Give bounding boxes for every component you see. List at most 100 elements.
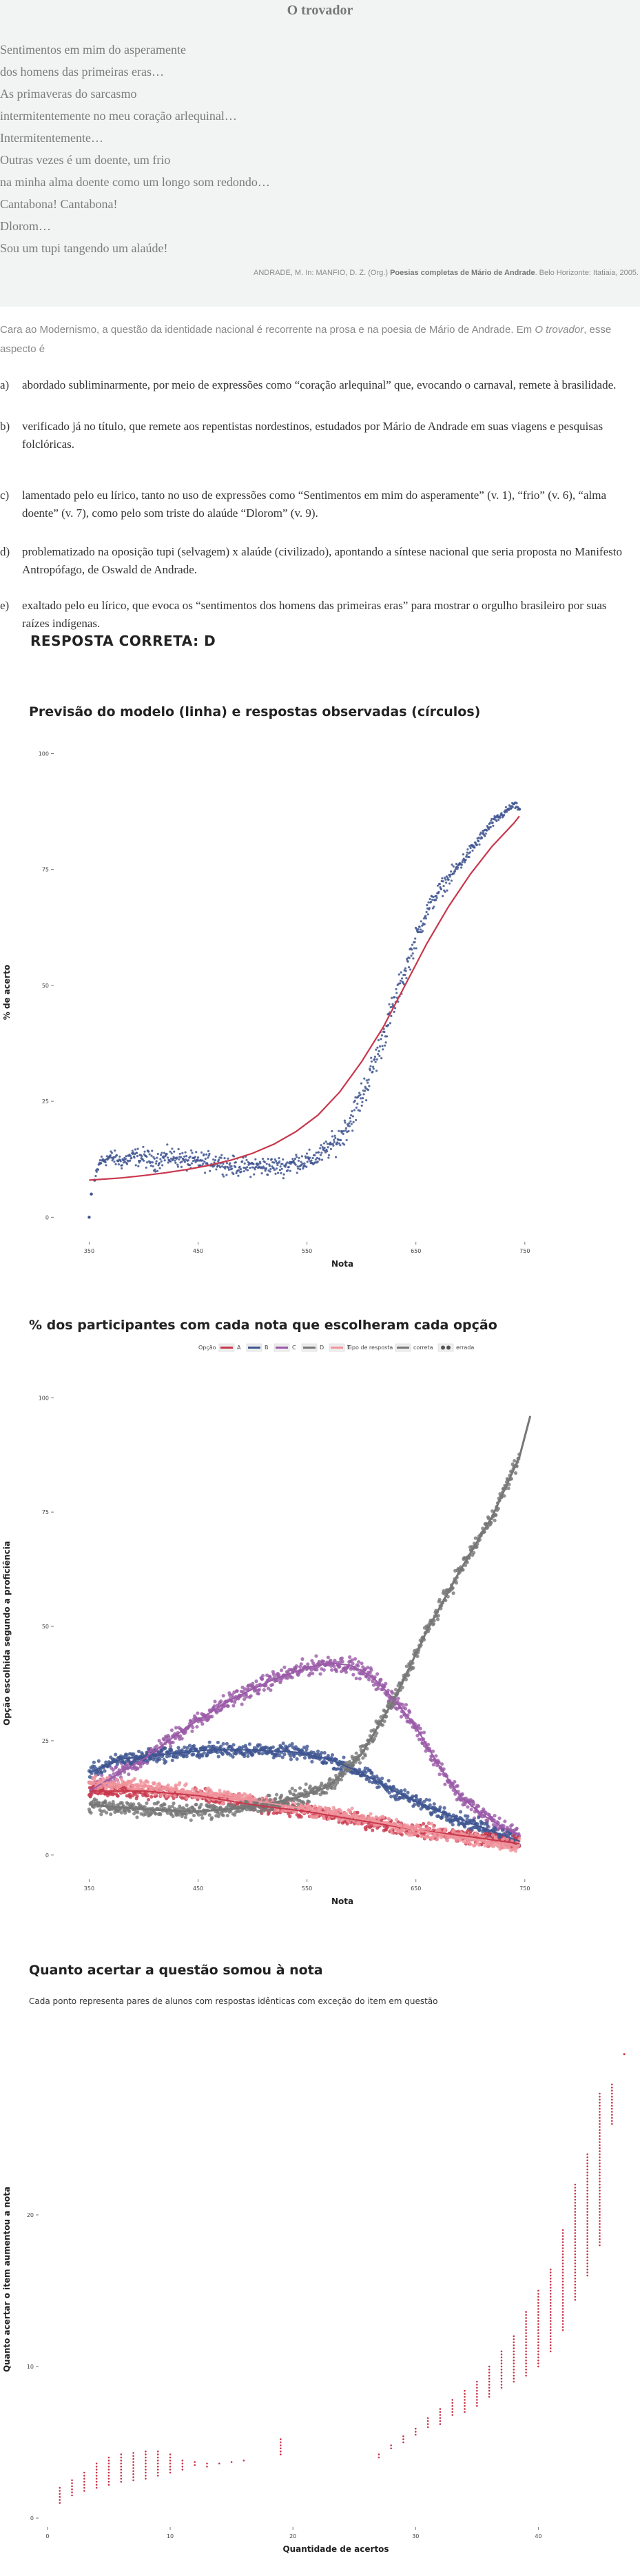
- observed-point: [284, 1165, 287, 1168]
- option-point: [400, 1832, 404, 1837]
- observed-point: [440, 888, 443, 891]
- gain-point: [599, 2235, 601, 2238]
- option-point: [246, 1754, 250, 1758]
- gain-point: [500, 2356, 503, 2359]
- observed-point: [361, 1101, 364, 1103]
- option-point: [190, 1729, 194, 1733]
- observed-point: [174, 1159, 176, 1162]
- option-point: [339, 1777, 344, 1782]
- observed-point: [347, 1129, 350, 1132]
- option-point: [164, 1794, 169, 1798]
- observed-point: [286, 1161, 289, 1164]
- option-point: [210, 1816, 214, 1820]
- gain-point: [537, 2323, 539, 2325]
- observed-point: [234, 1165, 237, 1169]
- observed-point: [475, 844, 479, 846]
- observed-point: [258, 1165, 261, 1168]
- option-point: [361, 1665, 365, 1669]
- observed-point: [447, 878, 450, 881]
- observed-point: [145, 1166, 147, 1169]
- option-point: [389, 1828, 393, 1832]
- observed-point: [136, 1147, 139, 1150]
- gain-point: [476, 2384, 478, 2386]
- observed-point: [399, 982, 402, 985]
- option-point: [210, 1715, 214, 1719]
- observed-point: [360, 1082, 363, 1085]
- option-point: [282, 1665, 287, 1670]
- observed-point: [176, 1156, 178, 1159]
- gain-point: [488, 2384, 491, 2386]
- option-point: [200, 1812, 204, 1817]
- gain-point: [537, 2350, 539, 2353]
- observed-point: [287, 1165, 290, 1169]
- gain-point: [549, 2344, 552, 2347]
- gain-point: [71, 2482, 73, 2484]
- gain-point: [574, 2205, 577, 2207]
- gain-point: [169, 2460, 172, 2462]
- option-letter: a): [0, 378, 10, 391]
- option-point: [474, 1831, 478, 1835]
- observed-point: [435, 899, 437, 901]
- observed-point: [377, 1052, 380, 1056]
- gain-point: [574, 2220, 577, 2222]
- gain-point: [439, 2417, 442, 2420]
- gain-point: [107, 2465, 110, 2468]
- gain-point: [586, 2211, 588, 2213]
- gain-point: [476, 2386, 478, 2389]
- option-point: [477, 1834, 482, 1838]
- gain-point: [525, 2338, 527, 2340]
- observed-point: [334, 1136, 337, 1139]
- option-point: [321, 1659, 326, 1664]
- observed-point: [243, 1162, 246, 1165]
- observed-point: [117, 1163, 120, 1166]
- observed-point: [446, 877, 449, 879]
- option-point: [220, 1752, 225, 1757]
- observed-point: [137, 1165, 140, 1167]
- gain-point: [120, 2471, 123, 2474]
- x-tick-label: 40: [535, 2533, 541, 2539]
- gain-point: [549, 2304, 552, 2307]
- observed-point: [296, 1172, 298, 1174]
- gain-point: [500, 2380, 503, 2383]
- observed-point: [129, 1159, 132, 1162]
- observed-point: [234, 1161, 237, 1164]
- gain-point: [280, 2438, 282, 2440]
- option-point: [422, 1799, 426, 1804]
- gain-point: [599, 2232, 601, 2234]
- option-point: [171, 1740, 175, 1744]
- gain-point: [537, 2344, 539, 2347]
- option-point: [112, 1772, 116, 1776]
- observed-point: [500, 812, 503, 815]
- option-point: [225, 1741, 229, 1746]
- legend-option-title: Opção: [198, 1345, 216, 1351]
- option-point: [308, 1784, 312, 1788]
- gain-point: [586, 2180, 588, 2183]
- option-point: [399, 1715, 404, 1719]
- observed-point: [383, 1030, 386, 1034]
- option-point: [420, 1834, 424, 1838]
- observed-point: [340, 1138, 342, 1142]
- gain-point: [549, 2271, 552, 2273]
- gain-point: [537, 2311, 539, 2313]
- observed-point: [176, 1163, 179, 1166]
- option-point: [156, 1800, 161, 1804]
- option-point: [231, 1743, 236, 1747]
- gain-point: [59, 2502, 61, 2504]
- gain-point: [95, 2468, 98, 2471]
- option-point: [290, 1786, 294, 1790]
- option-point: [307, 1799, 311, 1804]
- observed-point: [273, 1168, 276, 1172]
- gain-point: [586, 2226, 588, 2228]
- gain-point: [120, 2480, 123, 2483]
- option-trend: [89, 1790, 520, 1845]
- option-point: [159, 1741, 163, 1746]
- option-point: [466, 1805, 470, 1809]
- observed-point: [376, 1046, 379, 1049]
- observed-point: [333, 1134, 336, 1137]
- gain-point: [574, 2259, 577, 2262]
- observed-point: [417, 928, 420, 931]
- gain-point: [95, 2477, 98, 2480]
- option-point: [257, 1751, 261, 1755]
- gain-point: [561, 2302, 564, 2304]
- observed-point: [504, 811, 506, 814]
